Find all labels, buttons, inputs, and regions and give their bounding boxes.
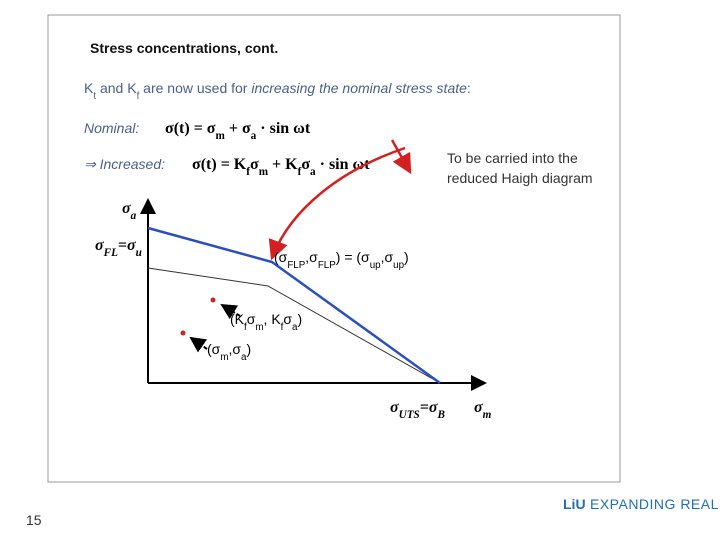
subscript: f (137, 91, 140, 102)
text-run: σ (95, 237, 104, 254)
text-run: are now used for (139, 80, 251, 96)
text-run: · sin ωt (316, 156, 371, 173)
red-arrow (390, 139, 412, 175)
text-run: σ (247, 311, 256, 327)
text-run: : (467, 80, 471, 96)
rich-text: σ(t) = Kfσm + Kfσa · sin ωt (192, 156, 370, 178)
rich-text: (σFLP,σFLP) = (σup,σup) (274, 249, 409, 271)
subscript: m (220, 352, 228, 363)
subscript: f (244, 322, 247, 333)
text-run: + K (268, 156, 298, 173)
rich-text: σ(t) = σm + σa · sin ωt (165, 120, 311, 142)
rich-text: Kt and Kf are now used for increasing th… (84, 80, 471, 102)
rich-text: σa (122, 200, 137, 222)
pointer (220, 303, 241, 320)
title: Stress concentrations, cont. (90, 40, 278, 56)
text-run: σ(t) = K (192, 156, 247, 173)
subscript: f (298, 166, 302, 178)
rich-text: σFL=σu (95, 237, 142, 259)
rich-text: σUTS=σB (390, 399, 446, 421)
haigh-line (147, 226, 441, 385)
text-run: K (84, 80, 94, 96)
subscript: FLP (318, 260, 336, 271)
text-run: ) (404, 249, 409, 265)
subscript: f (281, 322, 284, 333)
subscript: B (437, 409, 446, 421)
point (210, 297, 216, 303)
subscript: a (131, 210, 137, 222)
nominal-formula: σ(t) = σm + σa · sin ωt (165, 120, 311, 142)
tagline: EXPANDING REALITY (590, 496, 720, 512)
frame (47, 14, 621, 483)
subscript: up (393, 260, 404, 271)
text-run: =σ (118, 237, 136, 254)
text-run: increasing the nominal stress state (251, 80, 467, 96)
text-run: σ (474, 399, 483, 416)
note: To be carried into the (447, 150, 578, 166)
subscript: a (241, 352, 247, 363)
text-run: σ (283, 311, 292, 327)
text-run: (σ (207, 341, 221, 357)
page-number: 15 (26, 512, 42, 528)
increased-formula: σ(t) = Kfσm + Kfσa · sin ωt (192, 156, 370, 178)
text-run: + σ (225, 120, 251, 137)
subscript: m (483, 409, 492, 421)
text-run: ,σ (228, 341, 241, 357)
text-run: · sin ωt (256, 120, 311, 137)
text-run: , K (264, 311, 282, 327)
text-run: =σ (420, 399, 438, 416)
text-run: σ (250, 156, 259, 173)
pointer (189, 336, 208, 353)
text-run: ,σ (305, 249, 318, 265)
text-run: and K (96, 80, 137, 96)
rich-text: (σm,σa) (207, 341, 251, 363)
text-run: (σ (274, 249, 288, 265)
rich-text: σm (474, 399, 492, 421)
subscript: f (246, 166, 250, 178)
nominal-label: Nominal: (84, 120, 139, 136)
text-run: σ (390, 399, 399, 416)
text-run: σ (122, 200, 131, 217)
subscript: a (310, 166, 316, 178)
subscript: UTS (399, 409, 420, 421)
text-run: σ(t) = σ (165, 120, 216, 137)
subscript: m (259, 166, 269, 178)
text-run: ,σ (381, 249, 394, 265)
logo: LiU (563, 496, 586, 512)
subscript: u (136, 247, 142, 259)
increased-label: ⇒ Increased: (84, 156, 165, 172)
subscript: t (93, 91, 96, 102)
text-run: ) (298, 311, 303, 327)
intro: Kt and Kf are now used for increasing th… (84, 80, 471, 102)
text-run: ) = (σ (336, 249, 370, 265)
reduced-line (147, 267, 441, 384)
subscript: a (292, 322, 298, 333)
subscript: m (216, 130, 226, 142)
point (180, 330, 186, 336)
rich-text: (Kfσm, Kfσa) (230, 311, 302, 333)
text-run: ) (246, 341, 251, 357)
subscript: m (255, 322, 263, 333)
subscript: FL (103, 247, 118, 259)
note: reduced Haigh diagram (447, 170, 593, 186)
red-arrow (268, 146, 406, 261)
text-run: σ (301, 156, 310, 173)
subscript: up (370, 260, 381, 271)
subscript: FLP (287, 260, 305, 271)
subscript: a (251, 130, 257, 142)
text-run: (K (230, 311, 245, 327)
